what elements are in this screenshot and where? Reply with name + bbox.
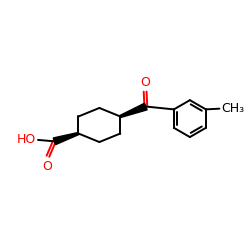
Text: HO: HO [17, 134, 36, 146]
Text: O: O [140, 76, 150, 89]
Text: O: O [42, 160, 52, 173]
Polygon shape [53, 132, 79, 145]
Text: CH₃: CH₃ [221, 102, 244, 115]
Polygon shape [120, 103, 147, 118]
